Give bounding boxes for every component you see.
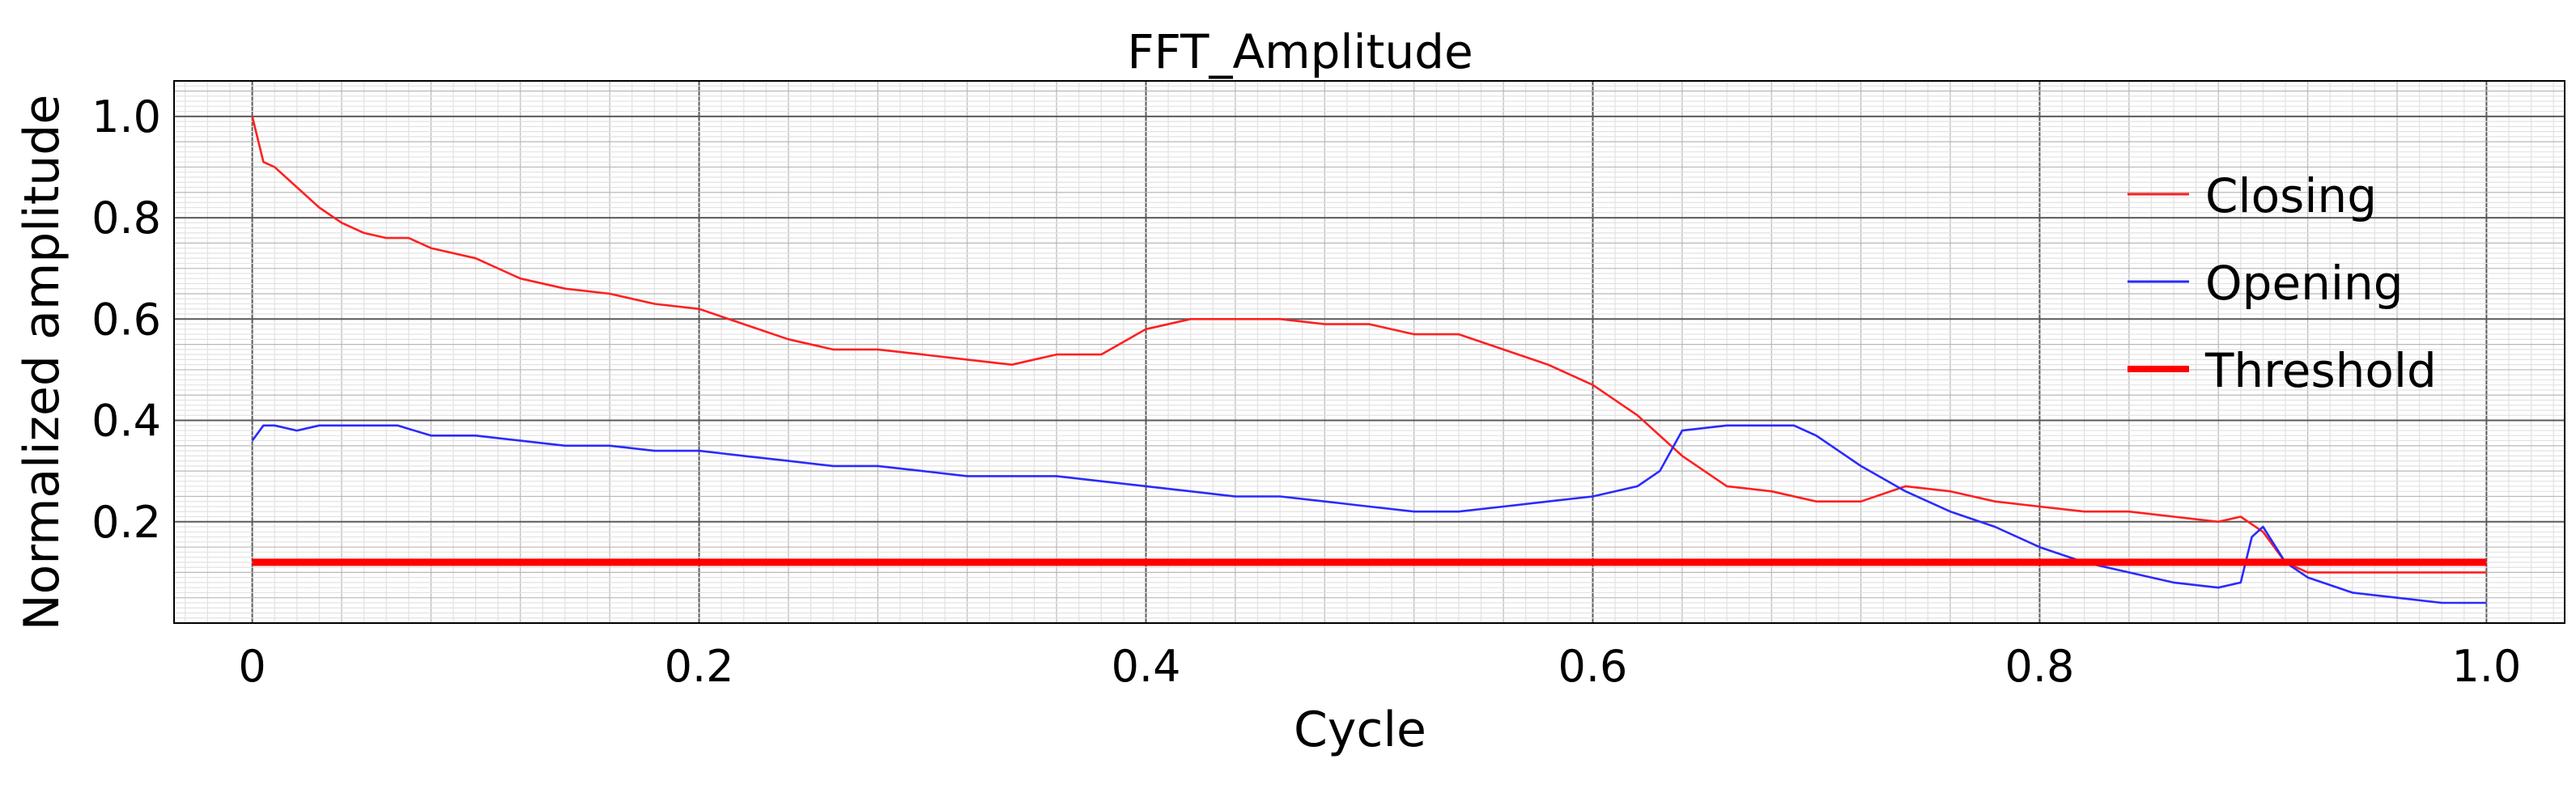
y-tick-label: 0.2 bbox=[91, 497, 161, 548]
y-tick-label: 0.4 bbox=[91, 396, 161, 447]
series-line-opening bbox=[251, 424, 2487, 604]
legend-label-closing: Closing bbox=[2205, 168, 2377, 223]
x-tick-label: 0 bbox=[238, 641, 266, 692]
x-axis-label: Cycle bbox=[1294, 702, 1426, 758]
x-tick-label: 0.8 bbox=[2004, 641, 2074, 692]
x-tick-label: 1.0 bbox=[2451, 641, 2521, 692]
plot-frame bbox=[173, 80, 2565, 624]
x-tick-label: 0.2 bbox=[665, 641, 734, 692]
y-axis-label: Normalized amplitude bbox=[14, 95, 70, 631]
x-tick-label: 0.6 bbox=[1558, 641, 1628, 692]
legend: Closing Opening Threshold bbox=[2128, 168, 2437, 398]
tick-labels: 0 0.2 0.4 0.6 0.8 1.0 0.2 0.4 0.6 0.8 1.0 bbox=[91, 91, 2521, 692]
y-tick-label: 1.0 bbox=[91, 91, 161, 142]
grid bbox=[174, 80, 2565, 624]
plot-series bbox=[251, 116, 2487, 604]
series-line-closing bbox=[251, 116, 2487, 574]
x-tick-label: 0.4 bbox=[1112, 641, 1181, 692]
legend-label-opening: Opening bbox=[2205, 256, 2404, 311]
y-tick-label: 0.6 bbox=[91, 294, 161, 345]
chart-title: FFT_Amplitude bbox=[1127, 24, 1473, 79]
y-tick-label: 0.8 bbox=[91, 193, 161, 244]
legend-label-threshold: Threshold bbox=[2204, 343, 2437, 398]
